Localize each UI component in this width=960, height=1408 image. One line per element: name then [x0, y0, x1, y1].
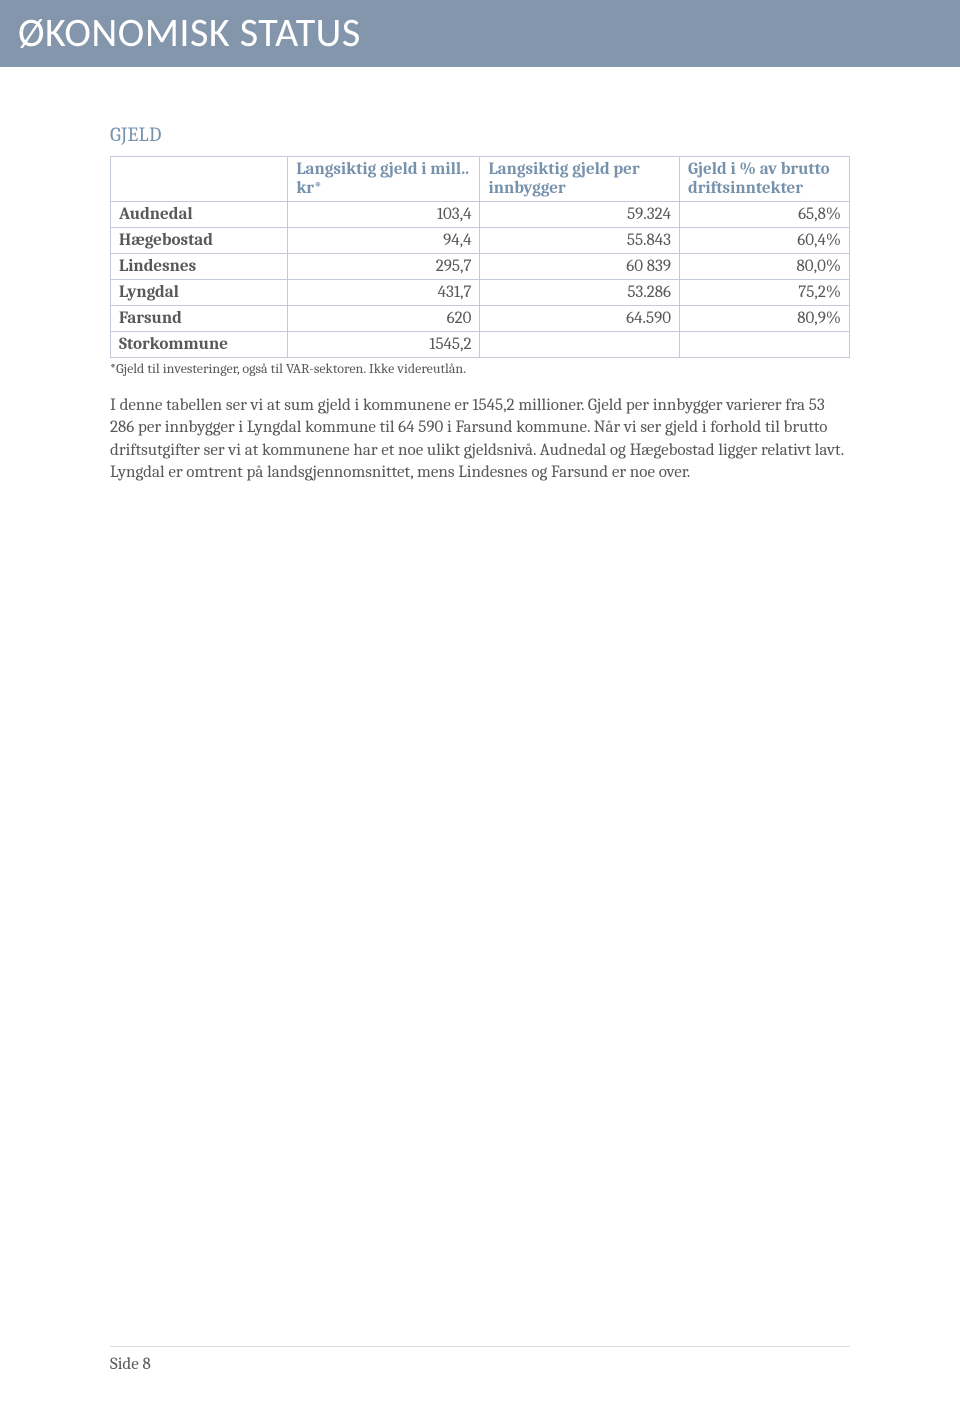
body-paragraph: I denne tabellen ser vi at sum gjeld i k…	[110, 395, 850, 485]
row-c1: 94,4	[288, 228, 480, 254]
row-label: Lindesnes	[111, 254, 288, 280]
page-number: Side 8	[110, 1355, 151, 1374]
table-row: Lindesnes 295,7 60 839 80,0%	[111, 254, 850, 280]
page-footer: Side 8	[110, 1346, 850, 1374]
table-header-col3: Gjeld i % av brutto driftsinntekter	[680, 157, 850, 202]
row-c2: 59.324	[480, 202, 680, 228]
table-row: Storkommune 1545,2	[111, 332, 850, 358]
row-label: Storkommune	[111, 332, 288, 358]
row-c3: 65,8%	[680, 202, 850, 228]
table-header-row: Langsiktig gjeld i mill.. kr* Langsiktig…	[111, 157, 850, 202]
row-c2: 60 839	[480, 254, 680, 280]
section-heading: GJELD	[110, 123, 850, 146]
row-c3: 80,9%	[680, 306, 850, 332]
table-row: Audnedal 103,4 59.324 65,8%	[111, 202, 850, 228]
table-row: Farsund 620 64.590 80,9%	[111, 306, 850, 332]
page: ØKONOMISK STATUS GJELD Langsiktig gjeld …	[0, 0, 960, 1408]
content-area: GJELD Langsiktig gjeld i mill.. kr* Lang…	[0, 67, 960, 1348]
table-header-blank	[111, 157, 288, 202]
table-row: Lyngdal 431,7 53.286 75,2%	[111, 280, 850, 306]
table-header-col1: Langsiktig gjeld i mill.. kr*	[288, 157, 480, 202]
gjeld-table: Langsiktig gjeld i mill.. kr* Langsiktig…	[110, 156, 850, 358]
row-c3: 75,2%	[680, 280, 850, 306]
row-c1: 620	[288, 306, 480, 332]
row-c1: 1545,2	[288, 332, 480, 358]
row-c3	[680, 332, 850, 358]
row-label: Hægebostad	[111, 228, 288, 254]
row-c1: 103,4	[288, 202, 480, 228]
row-c3: 60,4%	[680, 228, 850, 254]
table-header-col2: Langsiktig gjeld per innbygger	[480, 157, 680, 202]
row-c2: 55.843	[480, 228, 680, 254]
row-c2: 53.286	[480, 280, 680, 306]
row-label: Audnedal	[111, 202, 288, 228]
row-c1: 431,7	[288, 280, 480, 306]
page-title: ØKONOMISK STATUS	[18, 8, 361, 57]
row-label: Lyngdal	[111, 280, 288, 306]
row-c1: 295,7	[288, 254, 480, 280]
table-row: Hægebostad 94,4 55.843 60,4%	[111, 228, 850, 254]
row-label: Farsund	[111, 306, 288, 332]
row-c2: 64.590	[480, 306, 680, 332]
page-title-bar: ØKONOMISK STATUS	[0, 0, 960, 67]
row-c3: 80,0%	[680, 254, 850, 280]
row-c2	[480, 332, 680, 358]
table-footnote: *Gjeld til investeringer, også til VAR-s…	[110, 360, 850, 377]
